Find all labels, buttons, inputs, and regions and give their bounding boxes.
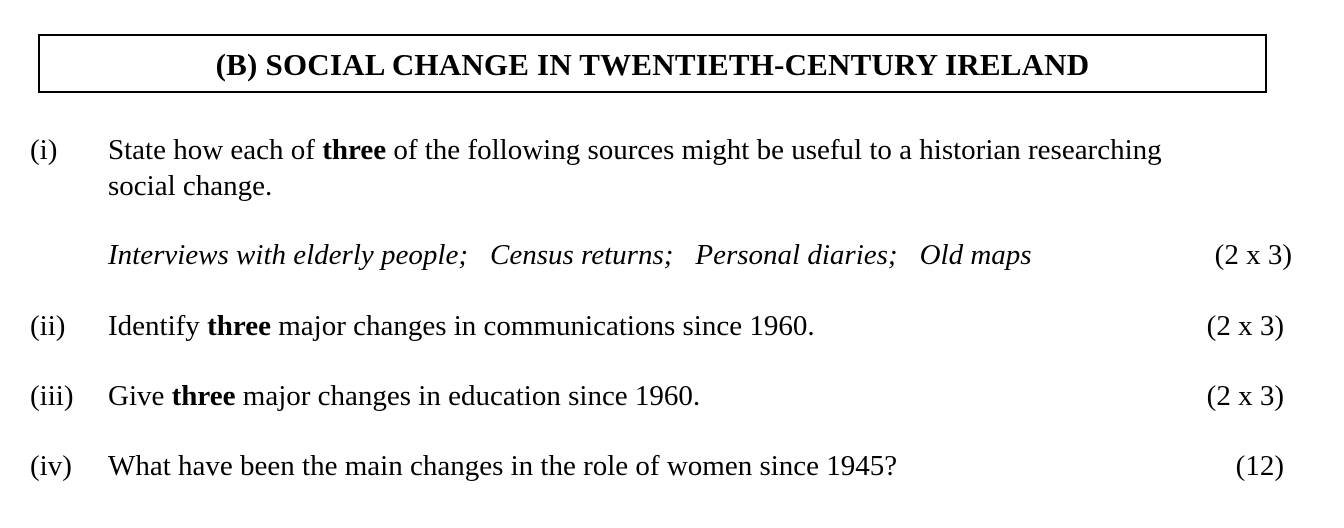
question-text-iii-after: major changes in education since 1960. — [235, 380, 701, 412]
marks-iv: (12) — [1235, 450, 1284, 482]
question-text-i-line2: social change. — [108, 170, 273, 202]
question-text-iv: What have been the main changes in the r… — [108, 450, 898, 482]
question-text-ii-before: Identify — [108, 310, 208, 342]
question-text-ii: Identify three major changes in communic… — [108, 309, 815, 344]
question-text-i-after: of the following sources might be useful… — [386, 134, 1162, 166]
sources-list: Interviews with elderly people; Census re… — [108, 238, 1032, 273]
question-text-i: State how each of three of the following… — [108, 133, 1162, 168]
question-text-i-bold: three — [322, 134, 387, 166]
section-title-box: (B) SOCIAL CHANGE IN TWENTIETH-CENTURY I… — [38, 34, 1267, 93]
question-number-i: (i) — [30, 134, 58, 166]
marks-iii: (2 x 3) — [1206, 380, 1284, 412]
section-title: (B) SOCIAL CHANGE IN TWENTIETH-CENTURY I… — [215, 46, 1090, 82]
question-number-iv: (iv) — [30, 450, 72, 482]
source-item: Personal diaries; — [695, 239, 898, 271]
question-text-ii-bold: three — [207, 310, 271, 342]
question-number-ii: (ii) — [30, 310, 66, 342]
source-item: Interviews with elderly people; — [108, 239, 468, 271]
source-item: Old maps — [919, 239, 1032, 271]
source-item: Census returns; — [489, 239, 674, 271]
question-text-iii: Give three major changes in education si… — [108, 379, 700, 414]
marks-ii: (2 x 3) — [1206, 310, 1284, 342]
question-text-i-before: State how each of — [108, 134, 323, 166]
question-number-iii: (iii) — [30, 380, 74, 412]
marks-i: (2 x 3) — [1214, 239, 1292, 271]
question-text-iii-bold: three — [171, 380, 236, 412]
question-text-ii-after: major changes in communications since 19… — [270, 310, 815, 342]
question-text-iii-before: Give — [108, 380, 172, 412]
